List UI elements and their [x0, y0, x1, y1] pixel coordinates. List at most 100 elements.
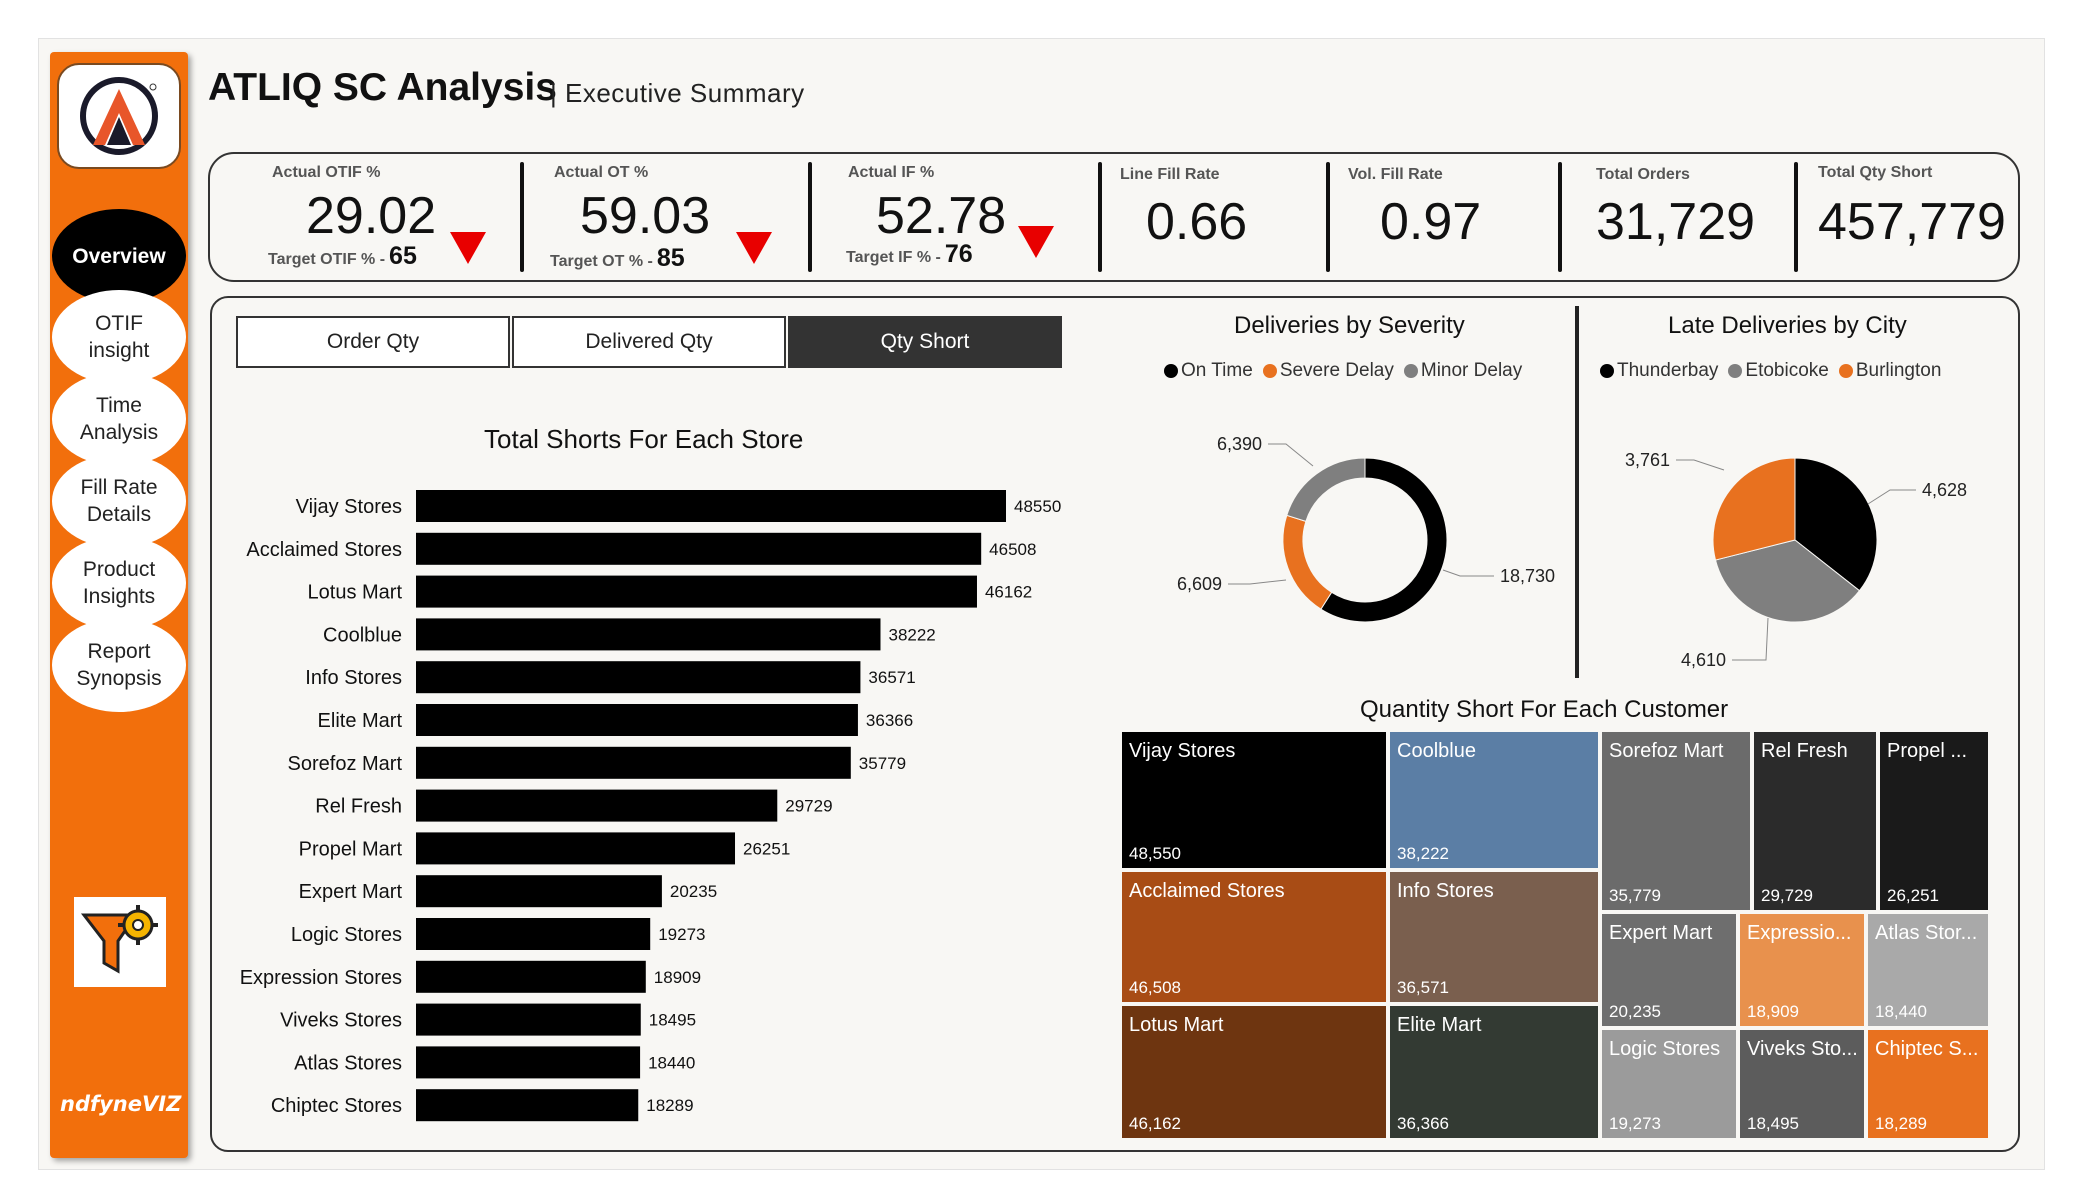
- legend-item-burlington: Burlington: [1838, 360, 1941, 382]
- kpi-value: 29.02: [306, 187, 437, 245]
- bar-category-label: Chiptec Stores: [271, 1095, 402, 1117]
- toggle-qty-short[interactable]: Qty Short: [788, 316, 1062, 368]
- bar[interactable]: [416, 960, 646, 993]
- kpi-target: Target OTIF % -65: [268, 242, 417, 270]
- kpi-target: Target OT % -85: [550, 244, 685, 272]
- bar-category-label: Logic Stores: [291, 924, 402, 946]
- bar-category-label: Info Stores: [305, 667, 402, 689]
- tile-name: Info Stores: [1397, 880, 1494, 902]
- nav-report-synopsis[interactable]: Report Synopsis: [52, 618, 186, 712]
- toggle-order-qty[interactable]: Order Qty: [236, 316, 510, 368]
- bar-value-label: 20235: [670, 882, 717, 901]
- legend-item-etobicoke: Etobicoke: [1728, 360, 1829, 382]
- bar-value-label: 18289: [646, 1096, 693, 1115]
- slice-value-label: 18,730: [1500, 566, 1555, 586]
- treemap-tile[interactable]: Info Stores 36,571: [1388, 870, 1600, 1004]
- pie-slice[interactable]: [1714, 539, 1861, 623]
- down-arrow-icon: [1018, 226, 1054, 258]
- treemap-tile[interactable]: Coolblue 38,222: [1388, 730, 1600, 870]
- down-arrow-icon: [450, 232, 486, 264]
- legend-item-thunderbay: Thunderbay: [1600, 360, 1718, 382]
- pie-chart-title: Late Deliveries by City: [1668, 312, 1907, 339]
- treemap-title: Quantity Short For Each Customer: [1360, 696, 1729, 723]
- pie-slice[interactable]: [1794, 457, 1878, 592]
- tile-name: Propel ...: [1887, 740, 1968, 762]
- bar[interactable]: [416, 1046, 641, 1079]
- kpi-total-orders: Total Orders 31,729: [1558, 154, 1794, 280]
- nav-overview[interactable]: Overview: [52, 209, 186, 303]
- bar[interactable]: [416, 661, 861, 694]
- bar[interactable]: [416, 918, 651, 950]
- bar-category-label: Rel Fresh: [315, 796, 402, 818]
- bar-value-label: 18440: [648, 1053, 695, 1072]
- treemap-tile[interactable]: Atlas Stor... 18,440: [1866, 912, 1990, 1028]
- treemap-tile[interactable]: Expressio... 18,909: [1738, 912, 1866, 1028]
- bar-value-label: 36366: [866, 711, 913, 730]
- bar-value-label: 26251: [743, 839, 790, 858]
- page-subtitle: | Executive Summary: [550, 78, 805, 108]
- treemap-tile[interactable]: Acclaimed Stores 46,508: [1120, 870, 1388, 1004]
- atliq-logo-icon: [80, 77, 158, 155]
- tile-name: Lotus Mart: [1129, 1014, 1224, 1036]
- kpi-value: 457,779: [1818, 193, 2006, 251]
- bar-value-label: 46162: [985, 583, 1032, 602]
- kpi-divider: [1794, 162, 1798, 272]
- brand-name: ndfyneVIZ: [60, 1092, 182, 1116]
- bar[interactable]: [416, 490, 1006, 522]
- leader-line: [1228, 579, 1287, 585]
- treemap-tile[interactable]: Propel ... 26,251: [1878, 730, 1990, 912]
- leader-line: [1268, 443, 1314, 467]
- tile-value: 35,779: [1609, 886, 1661, 905]
- bar[interactable]: [416, 875, 662, 908]
- treemap-tile[interactable]: Viveks Sto... 18,495: [1738, 1028, 1866, 1140]
- bar-value-label: 36571: [868, 668, 915, 687]
- slice-value-label: 4,628: [1922, 480, 1967, 500]
- bar-value-label: 29729: [785, 797, 832, 816]
- pie-slice[interactable]: [1320, 457, 1448, 623]
- toggle-delivered-qty[interactable]: Delivered Qty: [512, 316, 786, 368]
- bar[interactable]: [416, 618, 881, 651]
- bar[interactable]: [416, 532, 982, 565]
- pie-slice[interactable]: [1286, 457, 1366, 522]
- tile-value: 36,366: [1397, 1114, 1449, 1133]
- treemap-tile[interactable]: Logic Stores 19,273: [1600, 1028, 1738, 1140]
- nav-fill-rate-details[interactable]: Fill Rate Details: [52, 454, 186, 548]
- nav-time-analysis[interactable]: Time Analysis: [52, 372, 186, 466]
- bar-value-label: 48550: [1014, 497, 1061, 516]
- treemap-tile[interactable]: Chiptec S... 18,289: [1866, 1028, 1990, 1140]
- bar-category-label: Acclaimed Stores: [246, 539, 402, 561]
- tile-value: 26,251: [1887, 886, 1939, 905]
- bar[interactable]: [416, 704, 858, 736]
- pie-slice[interactable]: [1282, 514, 1333, 610]
- bar[interactable]: [416, 832, 736, 865]
- treemap-tile[interactable]: Lotus Mart 46,162: [1120, 1004, 1388, 1140]
- kpi-value: 52.78: [876, 187, 1007, 245]
- kpi-if: Actual IF % 52.78 Target IF % -76: [808, 154, 1096, 280]
- bar[interactable]: [416, 746, 851, 779]
- treemap-tile[interactable]: Vijay Stores 48,550: [1120, 730, 1388, 870]
- sidebar: Overview OTIF insight Time Analysis Fill…: [50, 52, 188, 1158]
- nav-otif-insight[interactable]: OTIF insight: [52, 290, 186, 384]
- panel-divider: [1575, 306, 1579, 678]
- pie-slice[interactable]: [1712, 457, 1796, 561]
- treemap-tile[interactable]: Sorefoz Mart 35,779: [1600, 730, 1752, 912]
- bar[interactable]: [416, 1089, 639, 1122]
- treemap-tile[interactable]: Rel Fresh 29,729: [1752, 730, 1878, 912]
- bar-category-label: Elite Mart: [318, 710, 403, 732]
- kpi-label: Actual OT %: [554, 164, 649, 181]
- kpi-label: Actual IF %: [848, 164, 935, 181]
- treemap-tile[interactable]: Expert Mart 20,235: [1600, 912, 1738, 1028]
- bar[interactable]: [416, 575, 977, 608]
- bar-category-label: Expression Stores: [240, 967, 402, 989]
- tile-value: 36,571: [1397, 978, 1449, 997]
- nav-product-insights[interactable]: Product Insights: [52, 536, 186, 630]
- bar-category-label: Viveks Stores: [280, 1010, 402, 1032]
- tile-name: Sorefoz Mart: [1609, 740, 1724, 762]
- treemap-tile[interactable]: Elite Mart 36,366: [1388, 1004, 1600, 1140]
- bar[interactable]: [416, 789, 778, 822]
- tile-name: Logic Stores: [1609, 1038, 1721, 1060]
- bar-category-label: Coolblue: [323, 624, 402, 646]
- bar[interactable]: [416, 1003, 641, 1036]
- filter-button[interactable]: [74, 897, 166, 987]
- bar-category-label: Propel Mart: [299, 838, 403, 860]
